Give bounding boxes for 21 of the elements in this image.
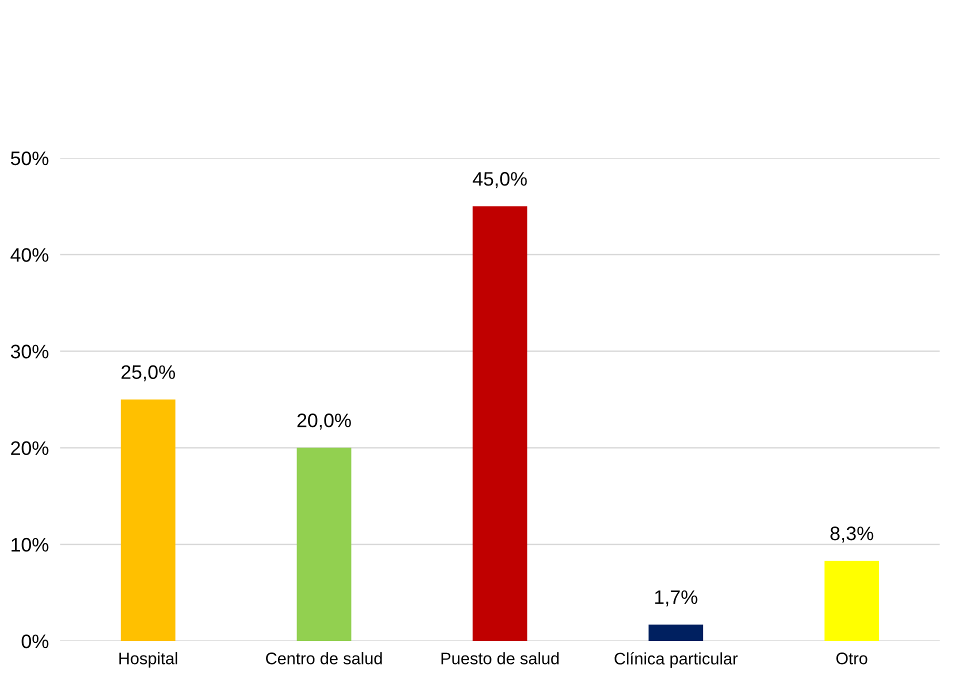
bar: [648, 624, 704, 642]
x-tick-label: Puesto de salud: [442, 652, 559, 664]
y-tick-label: 10%: [12, 538, 48, 552]
x-tick-label: Otro: [836, 652, 868, 664]
bar: [472, 206, 528, 642]
y-tick-label: 30%: [10, 344, 48, 358]
data-label: 25,0%: [122, 365, 175, 382]
data-label: 45,0%: [472, 172, 527, 188]
y-tick-label: 50%: [10, 151, 48, 166]
bar: [824, 560, 880, 642]
data-label: 20,0%: [297, 414, 351, 430]
y-tick-label: 40%: [10, 248, 48, 262]
y-tick-label: 20%: [11, 441, 48, 456]
x-tick-label: Centro de salud: [266, 652, 382, 664]
data-label: 1,7%: [655, 590, 698, 606]
bar: [120, 400, 176, 642]
bar: [296, 448, 352, 642]
y-tick-label: 0%: [22, 634, 48, 648]
x-tick-label: Hospital: [119, 652, 178, 668]
data-label: 8,3%: [830, 526, 874, 543]
x-tick-label: Clínica particular: [614, 652, 738, 668]
